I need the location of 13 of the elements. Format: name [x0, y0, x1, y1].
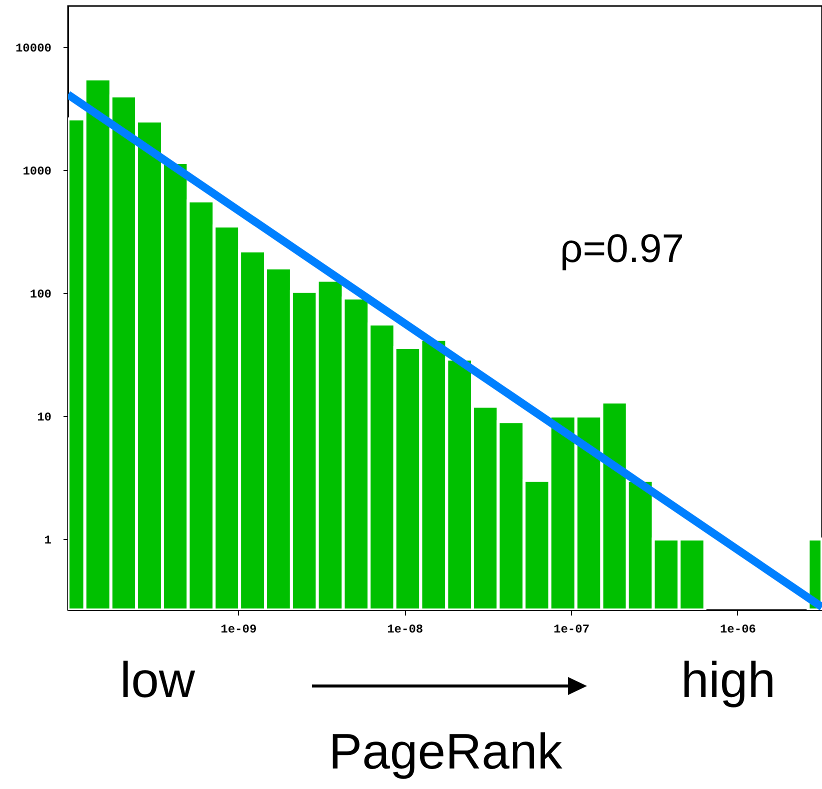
- x-tick-label: 1e-09: [220, 622, 257, 636]
- x-axis-title: PageRank: [328, 724, 564, 780]
- text: low: [120, 652, 196, 708]
- y-tick-label: 1: [44, 534, 52, 548]
- y-tick-label: 100: [30, 287, 52, 302]
- y-tick-label: 1000: [22, 164, 52, 178]
- x-tick-label: 1e-08: [387, 622, 424, 636]
- text: high: [681, 652, 776, 708]
- y-tick-label: 10: [37, 410, 52, 425]
- x-tick-label: 1e-07: [554, 622, 590, 636]
- y-tick-label: 10000: [15, 41, 52, 56]
- x-tick-label: 1e-06: [720, 622, 756, 636]
- annotation: ρ=0.97: [560, 227, 684, 271]
